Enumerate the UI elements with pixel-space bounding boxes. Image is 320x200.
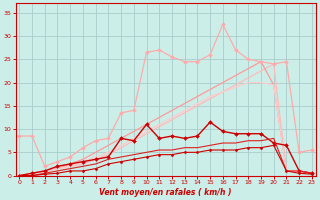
X-axis label: Vent moyen/en rafales ( km/h ): Vent moyen/en rafales ( km/h ) — [99, 188, 232, 197]
